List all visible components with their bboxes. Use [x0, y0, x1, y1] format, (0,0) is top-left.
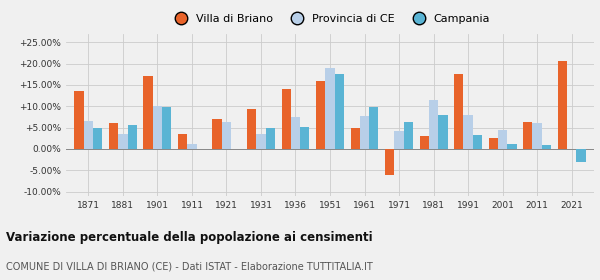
- Bar: [360, 116, 369, 149]
- Bar: [350, 128, 360, 149]
- Bar: [454, 74, 463, 149]
- Bar: [542, 145, 551, 149]
- Text: COMUNE DI VILLA DI BRIANO (CE) - Dati ISTAT - Elaborazione TUTTITALIA.IT: COMUNE DI VILLA DI BRIANO (CE) - Dati IS…: [6, 262, 373, 272]
- Bar: [222, 122, 231, 149]
- Bar: [74, 91, 84, 149]
- Bar: [128, 125, 137, 149]
- Bar: [316, 81, 325, 149]
- Bar: [488, 138, 498, 149]
- Bar: [93, 128, 103, 149]
- Bar: [576, 149, 586, 162]
- Bar: [385, 149, 394, 176]
- Bar: [212, 119, 222, 149]
- Bar: [473, 135, 482, 149]
- Bar: [532, 123, 542, 149]
- Bar: [300, 127, 310, 149]
- Bar: [463, 115, 473, 149]
- Bar: [404, 122, 413, 149]
- Bar: [143, 76, 153, 149]
- Bar: [419, 136, 429, 149]
- Bar: [187, 144, 197, 149]
- Bar: [507, 144, 517, 149]
- Bar: [438, 115, 448, 149]
- Bar: [84, 121, 93, 149]
- Bar: [266, 128, 275, 149]
- Text: Variazione percentuale della popolazione ai censimenti: Variazione percentuale della popolazione…: [6, 231, 373, 244]
- Bar: [153, 106, 162, 149]
- Bar: [498, 130, 507, 149]
- Bar: [118, 134, 128, 149]
- Bar: [109, 123, 118, 149]
- Bar: [557, 61, 567, 149]
- Bar: [429, 100, 438, 149]
- Bar: [369, 107, 379, 149]
- Bar: [281, 89, 291, 149]
- Bar: [394, 130, 404, 149]
- Legend: Villa di Briano, Provincia di CE, Campania: Villa di Briano, Provincia di CE, Campan…: [166, 10, 494, 29]
- Bar: [162, 107, 172, 149]
- Bar: [523, 122, 532, 149]
- Bar: [291, 117, 300, 149]
- Bar: [325, 68, 335, 149]
- Bar: [256, 134, 266, 149]
- Bar: [178, 134, 187, 149]
- Bar: [335, 74, 344, 149]
- Bar: [247, 109, 256, 149]
